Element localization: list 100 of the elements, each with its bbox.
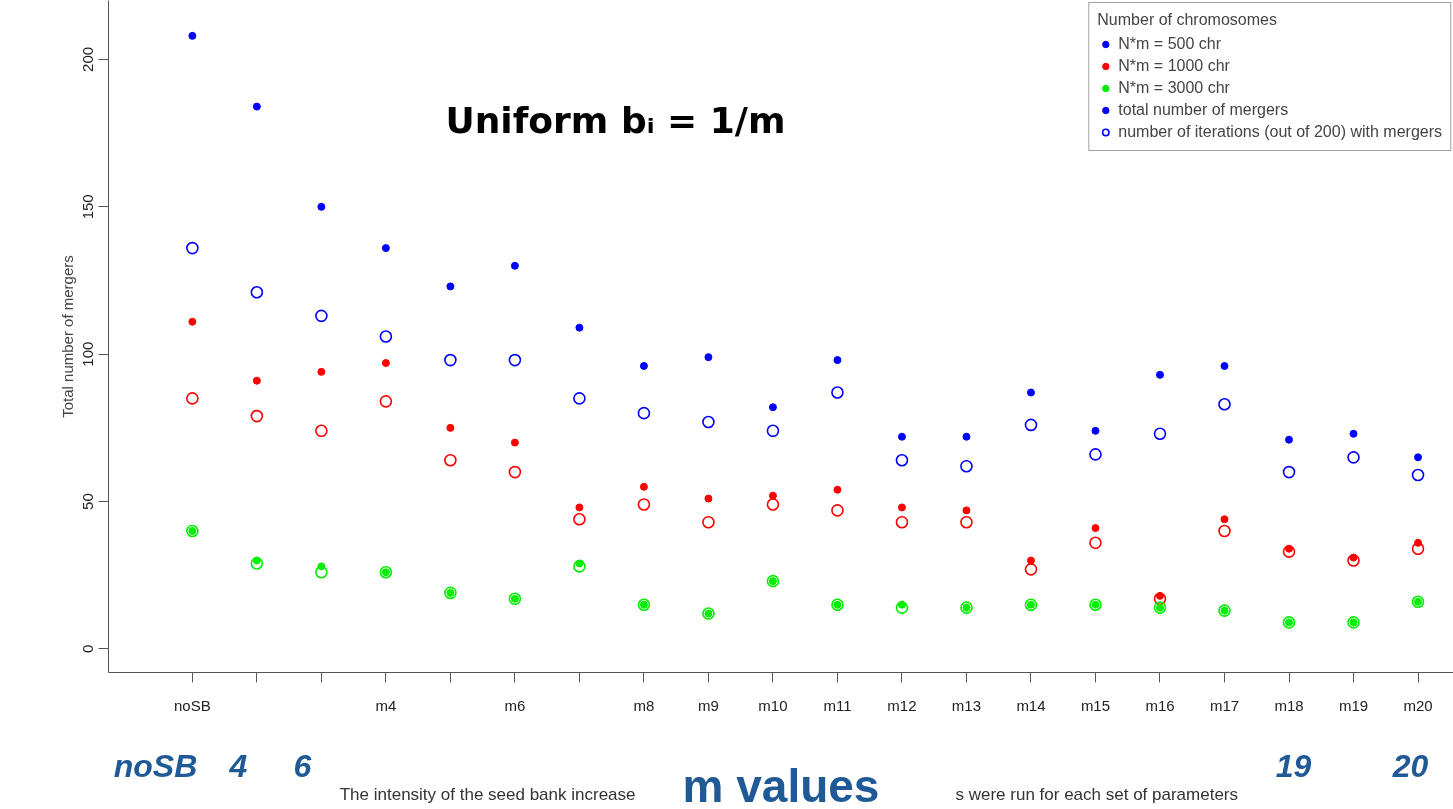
point (895, 454, 909, 467)
point (768, 491, 777, 500)
x-tick-label: m16 (1145, 696, 1175, 714)
point (508, 353, 522, 367)
x-tick-label: m9 (698, 696, 719, 714)
point (960, 515, 973, 529)
point (379, 330, 393, 343)
legend-title: Number of chromosomes (1097, 11, 1278, 29)
point (895, 515, 909, 529)
point (1091, 524, 1100, 533)
point (1091, 426, 1100, 435)
point (637, 498, 651, 511)
point (1347, 554, 1360, 567)
point (1285, 435, 1293, 444)
x-tick-label: m20 (1403, 696, 1433, 714)
text: s were run for each set of parameters (955, 785, 1239, 804)
x-tick-label: m13 (951, 696, 982, 714)
point (1347, 451, 1360, 464)
point (446, 423, 455, 432)
point (766, 424, 780, 438)
point (766, 498, 780, 511)
point (508, 465, 522, 479)
point (1349, 429, 1358, 438)
point (575, 323, 584, 332)
text: Uniform bᵢ = 1/m (445, 99, 786, 141)
point (188, 31, 197, 40)
point (1153, 427, 1167, 441)
point (1220, 515, 1229, 524)
point (1414, 453, 1423, 462)
point (702, 515, 715, 529)
point (639, 482, 648, 491)
point (575, 503, 584, 512)
point (573, 512, 586, 526)
point (962, 432, 971, 441)
point (1026, 556, 1035, 565)
point (510, 261, 519, 270)
point (317, 202, 326, 211)
point (379, 395, 393, 408)
text: 19 (1275, 747, 1312, 784)
point (444, 454, 457, 467)
legend-label: N*m = 3000 chr (1118, 79, 1230, 97)
point (250, 409, 264, 423)
text: 20 (1391, 747, 1429, 784)
x-tick-label: m14 (1016, 696, 1046, 714)
point (1220, 361, 1229, 370)
point (186, 241, 199, 255)
legend-label: N*m = 500 chr (1118, 35, 1222, 53)
point (188, 317, 197, 326)
x-tick-label: m19 (1338, 696, 1369, 714)
point (702, 415, 715, 429)
point (897, 432, 906, 441)
point (250, 286, 264, 299)
text: 4 (228, 747, 248, 784)
x-tick-label: m17 (1209, 696, 1240, 714)
point (444, 353, 457, 367)
point (315, 566, 328, 579)
point (446, 282, 455, 291)
point (315, 424, 328, 438)
point (315, 309, 328, 323)
point (1089, 536, 1102, 550)
point (1218, 398, 1231, 411)
point (895, 601, 909, 614)
y-tick-label: 50 (79, 493, 97, 510)
x-tick-label: noSB (174, 696, 211, 714)
point (252, 376, 261, 385)
point (1024, 418, 1038, 432)
point (897, 503, 906, 512)
point (1153, 592, 1167, 606)
point (1024, 563, 1038, 576)
y-tick-label: 200 (79, 46, 97, 72)
x-tick-label: m11 (823, 696, 852, 714)
point (1411, 468, 1425, 482)
y-axis-title: Total number of mergers (58, 255, 76, 418)
y-tick-label: 100 (79, 341, 97, 367)
point (1089, 448, 1102, 461)
point (573, 560, 586, 573)
point (704, 353, 713, 362)
point (831, 386, 844, 399)
point (381, 244, 390, 253)
text: 6 (293, 747, 312, 784)
point (1282, 465, 1296, 479)
point (637, 406, 651, 420)
point (1026, 388, 1035, 397)
point (510, 438, 519, 447)
point (573, 392, 586, 405)
point (833, 485, 842, 494)
point (768, 403, 777, 412)
point (1282, 545, 1296, 558)
legend-label: N*m = 1000 chr (1118, 57, 1230, 75)
point (833, 356, 842, 365)
point (252, 102, 261, 111)
annotation: total number of mergers (1118, 101, 1289, 119)
point (1218, 524, 1231, 538)
y-tick-label: 0 (79, 644, 97, 654)
x-tick-label: m6 (504, 696, 526, 714)
point (962, 506, 971, 515)
x-tick-label: m8 (633, 696, 655, 714)
point (831, 504, 844, 517)
point (1155, 370, 1164, 379)
x-tick-label: m12 (887, 696, 917, 714)
